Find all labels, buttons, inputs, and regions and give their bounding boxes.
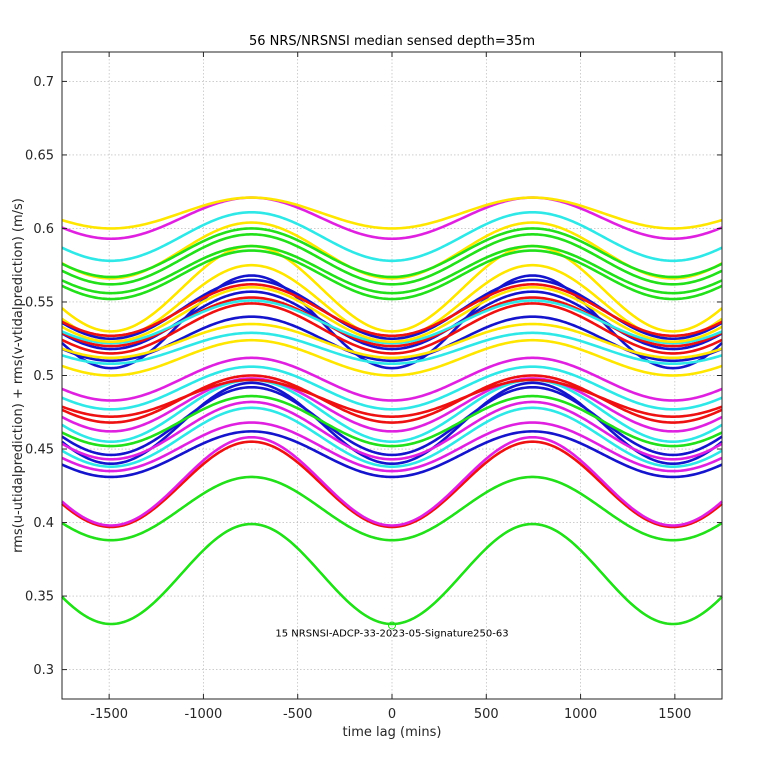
y-tick-label: 0.55 <box>25 295 54 310</box>
series-red-2 <box>61 374 723 424</box>
x-tick-label: -500 <box>283 707 313 722</box>
x-axis-label: time lag (mins) <box>343 725 442 740</box>
annotation-label: 15 NRSNSI-ADCP-33-2023-05-Signature250-6… <box>275 628 508 639</box>
series-blue-2 <box>61 381 723 466</box>
x-tick-label: -1000 <box>185 707 223 722</box>
series-yellow-3 <box>61 285 723 343</box>
series-yellow-1 <box>61 338 723 377</box>
x-tick-label: 1500 <box>658 707 691 722</box>
series-cyan-5 <box>61 299 723 345</box>
series-green-4 <box>61 249 723 301</box>
series-red-1 <box>61 440 723 529</box>
series-cyan-6 <box>61 210 723 263</box>
y-tick-label: 0.4 <box>33 516 54 531</box>
series-magenta-6 <box>61 196 723 241</box>
series-cyan-4 <box>61 331 723 366</box>
series-blue-4 <box>61 274 723 370</box>
series-yellow-2 <box>61 322 723 360</box>
series-magenta-5 <box>61 356 723 402</box>
y-tick-label: 0.7 <box>33 75 54 90</box>
series-magenta-2 <box>61 421 723 473</box>
series-green-7 <box>61 227 723 279</box>
y-tick-label: 0.5 <box>33 369 54 384</box>
series-magenta-4 <box>61 377 723 433</box>
series-magenta-1 <box>61 435 723 527</box>
y-axis-label: rms(u-utidalprediction) + rms(v-vtidalpr… <box>11 198 26 553</box>
y-tick-label: 0.65 <box>25 148 54 163</box>
series-green-2 <box>61 475 723 542</box>
chart-title: 56 NRS/NRSNSI median sensed depth=35m <box>249 34 535 49</box>
series-yellow-5 <box>61 244 723 333</box>
series-red-6 <box>61 283 723 338</box>
annotation-marker <box>388 621 396 630</box>
series-cyan-1 <box>61 406 723 468</box>
y-tick-label: 0.45 <box>25 443 54 458</box>
series-magenta-3 <box>61 400 723 461</box>
series-group <box>61 196 723 626</box>
series-blue-3 <box>61 385 723 457</box>
series-cyan-2 <box>61 378 723 443</box>
x-tick-label: 500 <box>474 707 499 722</box>
series-blue-1 <box>61 430 723 479</box>
series-cyan-3 <box>61 365 723 411</box>
series-yellow-7 <box>61 196 723 230</box>
series-red-4 <box>61 302 723 355</box>
ticks: -1500 -1000 -500 0 500 1000 1500 0.3 0.35 0.4 0.45… <box>25 52 722 722</box>
x-tick-label: 0 <box>388 707 396 722</box>
series-green-1 <box>61 522 723 626</box>
series-green-5 <box>61 244 723 295</box>
y-tick-label: 0.6 <box>33 222 54 237</box>
series-green-6 <box>61 233 723 286</box>
y-tick-label: 0.3 <box>33 663 54 678</box>
series-green-3 <box>61 394 723 448</box>
y-tick-label: 0.35 <box>25 590 54 605</box>
x-tick-label: -1500 <box>90 707 128 722</box>
series-red-3 <box>61 378 723 418</box>
x-tick-label: 1000 <box>564 707 597 722</box>
